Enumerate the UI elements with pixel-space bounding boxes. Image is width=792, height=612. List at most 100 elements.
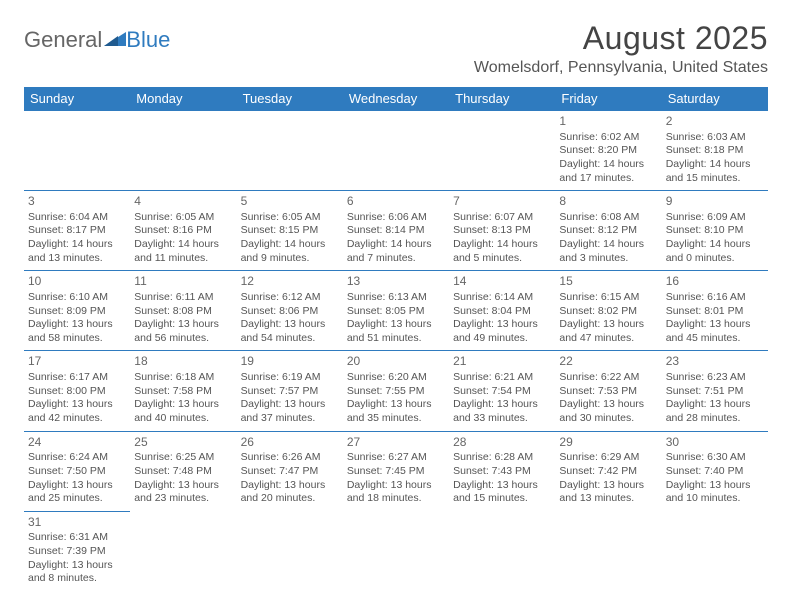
day-detail: and 56 minutes. [134,332,232,346]
day-detail: and 8 minutes. [28,572,126,586]
day-number: 29 [559,435,657,451]
calendar-cell: 12Sunrise: 6:12 AMSunset: 8:06 PMDayligh… [237,271,343,351]
calendar-cell: 11Sunrise: 6:11 AMSunset: 8:08 PMDayligh… [130,271,236,351]
day-detail: Daylight: 13 hours [28,318,126,332]
calendar-cell: 17Sunrise: 6:17 AMSunset: 8:00 PMDayligh… [24,351,130,431]
day-number: 11 [134,274,232,290]
day-detail: Sunset: 7:51 PM [666,385,764,399]
logo-triangle-icon [104,26,126,52]
day-detail: Sunrise: 6:12 AM [241,291,339,305]
day-detail: and 7 minutes. [347,252,445,266]
day-detail: and 13 minutes. [28,252,126,266]
day-detail: Daylight: 14 hours [134,238,232,252]
day-detail: Sunrise: 6:17 AM [28,371,126,385]
day-detail: Sunset: 8:14 PM [347,224,445,238]
day-detail: and 30 minutes. [559,412,657,426]
day-detail: Daylight: 14 hours [666,158,764,172]
day-detail: and 35 minutes. [347,412,445,426]
day-detail: and 25 minutes. [28,492,126,506]
calendar-cell [343,511,449,591]
day-detail: Sunrise: 6:07 AM [453,211,551,225]
day-detail: Sunset: 7:47 PM [241,465,339,479]
day-detail: and 10 minutes. [666,492,764,506]
day-detail: Sunset: 7:58 PM [134,385,232,399]
day-detail: Sunset: 8:00 PM [28,385,126,399]
day-detail: Daylight: 13 hours [453,479,551,493]
day-number: 5 [241,194,339,210]
day-detail: and 9 minutes. [241,252,339,266]
day-detail: Sunset: 8:20 PM [559,144,657,158]
calendar-cell: 26Sunrise: 6:26 AMSunset: 7:47 PMDayligh… [237,431,343,511]
location-text: Womelsdorf, Pennsylvania, United States [474,59,768,77]
day-detail: Daylight: 13 hours [134,318,232,332]
day-detail: and 58 minutes. [28,332,126,346]
day-detail: and 51 minutes. [347,332,445,346]
calendar-table: Sunday Monday Tuesday Wednesday Thursday… [24,87,768,591]
title-block: August 2025 Womelsdorf, Pennsylvania, Un… [474,20,768,77]
calendar-cell: 19Sunrise: 6:19 AMSunset: 7:57 PMDayligh… [237,351,343,431]
day-detail: Daylight: 13 hours [347,479,445,493]
day-detail: Sunset: 7:39 PM [28,545,126,559]
day-detail: Sunrise: 6:29 AM [559,451,657,465]
calendar-cell [237,111,343,191]
day-detail: Sunset: 8:12 PM [559,224,657,238]
day-number: 28 [453,435,551,451]
day-number: 20 [347,354,445,370]
calendar-cell [555,511,661,591]
calendar-week-row: 31Sunrise: 6:31 AMSunset: 7:39 PMDayligh… [24,511,768,591]
day-number: 26 [241,435,339,451]
day-detail: Sunrise: 6:18 AM [134,371,232,385]
day-detail: Sunset: 7:57 PM [241,385,339,399]
day-detail: and 13 minutes. [559,492,657,506]
day-detail: Sunset: 7:42 PM [559,465,657,479]
month-title: August 2025 [474,20,768,57]
calendar-cell: 30Sunrise: 6:30 AMSunset: 7:40 PMDayligh… [662,431,768,511]
calendar-cell: 13Sunrise: 6:13 AMSunset: 8:05 PMDayligh… [343,271,449,351]
day-detail: Daylight: 13 hours [559,398,657,412]
day-number: 21 [453,354,551,370]
day-number: 8 [559,194,657,210]
day-detail: Daylight: 13 hours [453,318,551,332]
calendar-cell: 25Sunrise: 6:25 AMSunset: 7:48 PMDayligh… [130,431,236,511]
day-detail: Daylight: 13 hours [241,318,339,332]
day-detail: Sunrise: 6:21 AM [453,371,551,385]
calendar-cell [24,111,130,191]
day-number: 9 [666,194,764,210]
calendar-cell: 5Sunrise: 6:05 AMSunset: 8:15 PMDaylight… [237,191,343,271]
day-detail: Sunrise: 6:25 AM [134,451,232,465]
day-detail: Daylight: 13 hours [559,479,657,493]
day-number: 23 [666,354,764,370]
day-detail: and 20 minutes. [241,492,339,506]
day-detail: and 0 minutes. [666,252,764,266]
calendar-cell: 21Sunrise: 6:21 AMSunset: 7:54 PMDayligh… [449,351,555,431]
day-header: Sunday [24,87,130,111]
day-detail: Sunset: 7:55 PM [347,385,445,399]
day-number: 19 [241,354,339,370]
day-detail: Sunrise: 6:31 AM [28,531,126,545]
calendar-cell [343,111,449,191]
day-detail: and 17 minutes. [559,172,657,186]
day-detail: and 40 minutes. [134,412,232,426]
logo: General Blue [24,20,170,54]
day-detail: Daylight: 13 hours [134,479,232,493]
day-detail: Sunrise: 6:06 AM [347,211,445,225]
day-detail: Sunset: 8:05 PM [347,305,445,319]
calendar-cell: 24Sunrise: 6:24 AMSunset: 7:50 PMDayligh… [24,431,130,511]
day-detail: Sunrise: 6:23 AM [666,371,764,385]
day-header: Tuesday [237,87,343,111]
day-detail: Sunrise: 6:27 AM [347,451,445,465]
day-detail: Sunset: 7:43 PM [453,465,551,479]
day-detail: and 49 minutes. [453,332,551,346]
day-detail: Sunrise: 6:03 AM [666,131,764,145]
day-detail: Sunset: 8:16 PM [134,224,232,238]
day-detail: Sunrise: 6:14 AM [453,291,551,305]
day-detail: and 23 minutes. [134,492,232,506]
day-detail: Daylight: 13 hours [666,398,764,412]
day-detail: Sunset: 7:48 PM [134,465,232,479]
day-number: 15 [559,274,657,290]
day-number: 18 [134,354,232,370]
day-number: 31 [28,515,126,531]
day-detail: and 15 minutes. [453,492,551,506]
day-detail: and 3 minutes. [559,252,657,266]
day-detail: Sunset: 7:50 PM [28,465,126,479]
